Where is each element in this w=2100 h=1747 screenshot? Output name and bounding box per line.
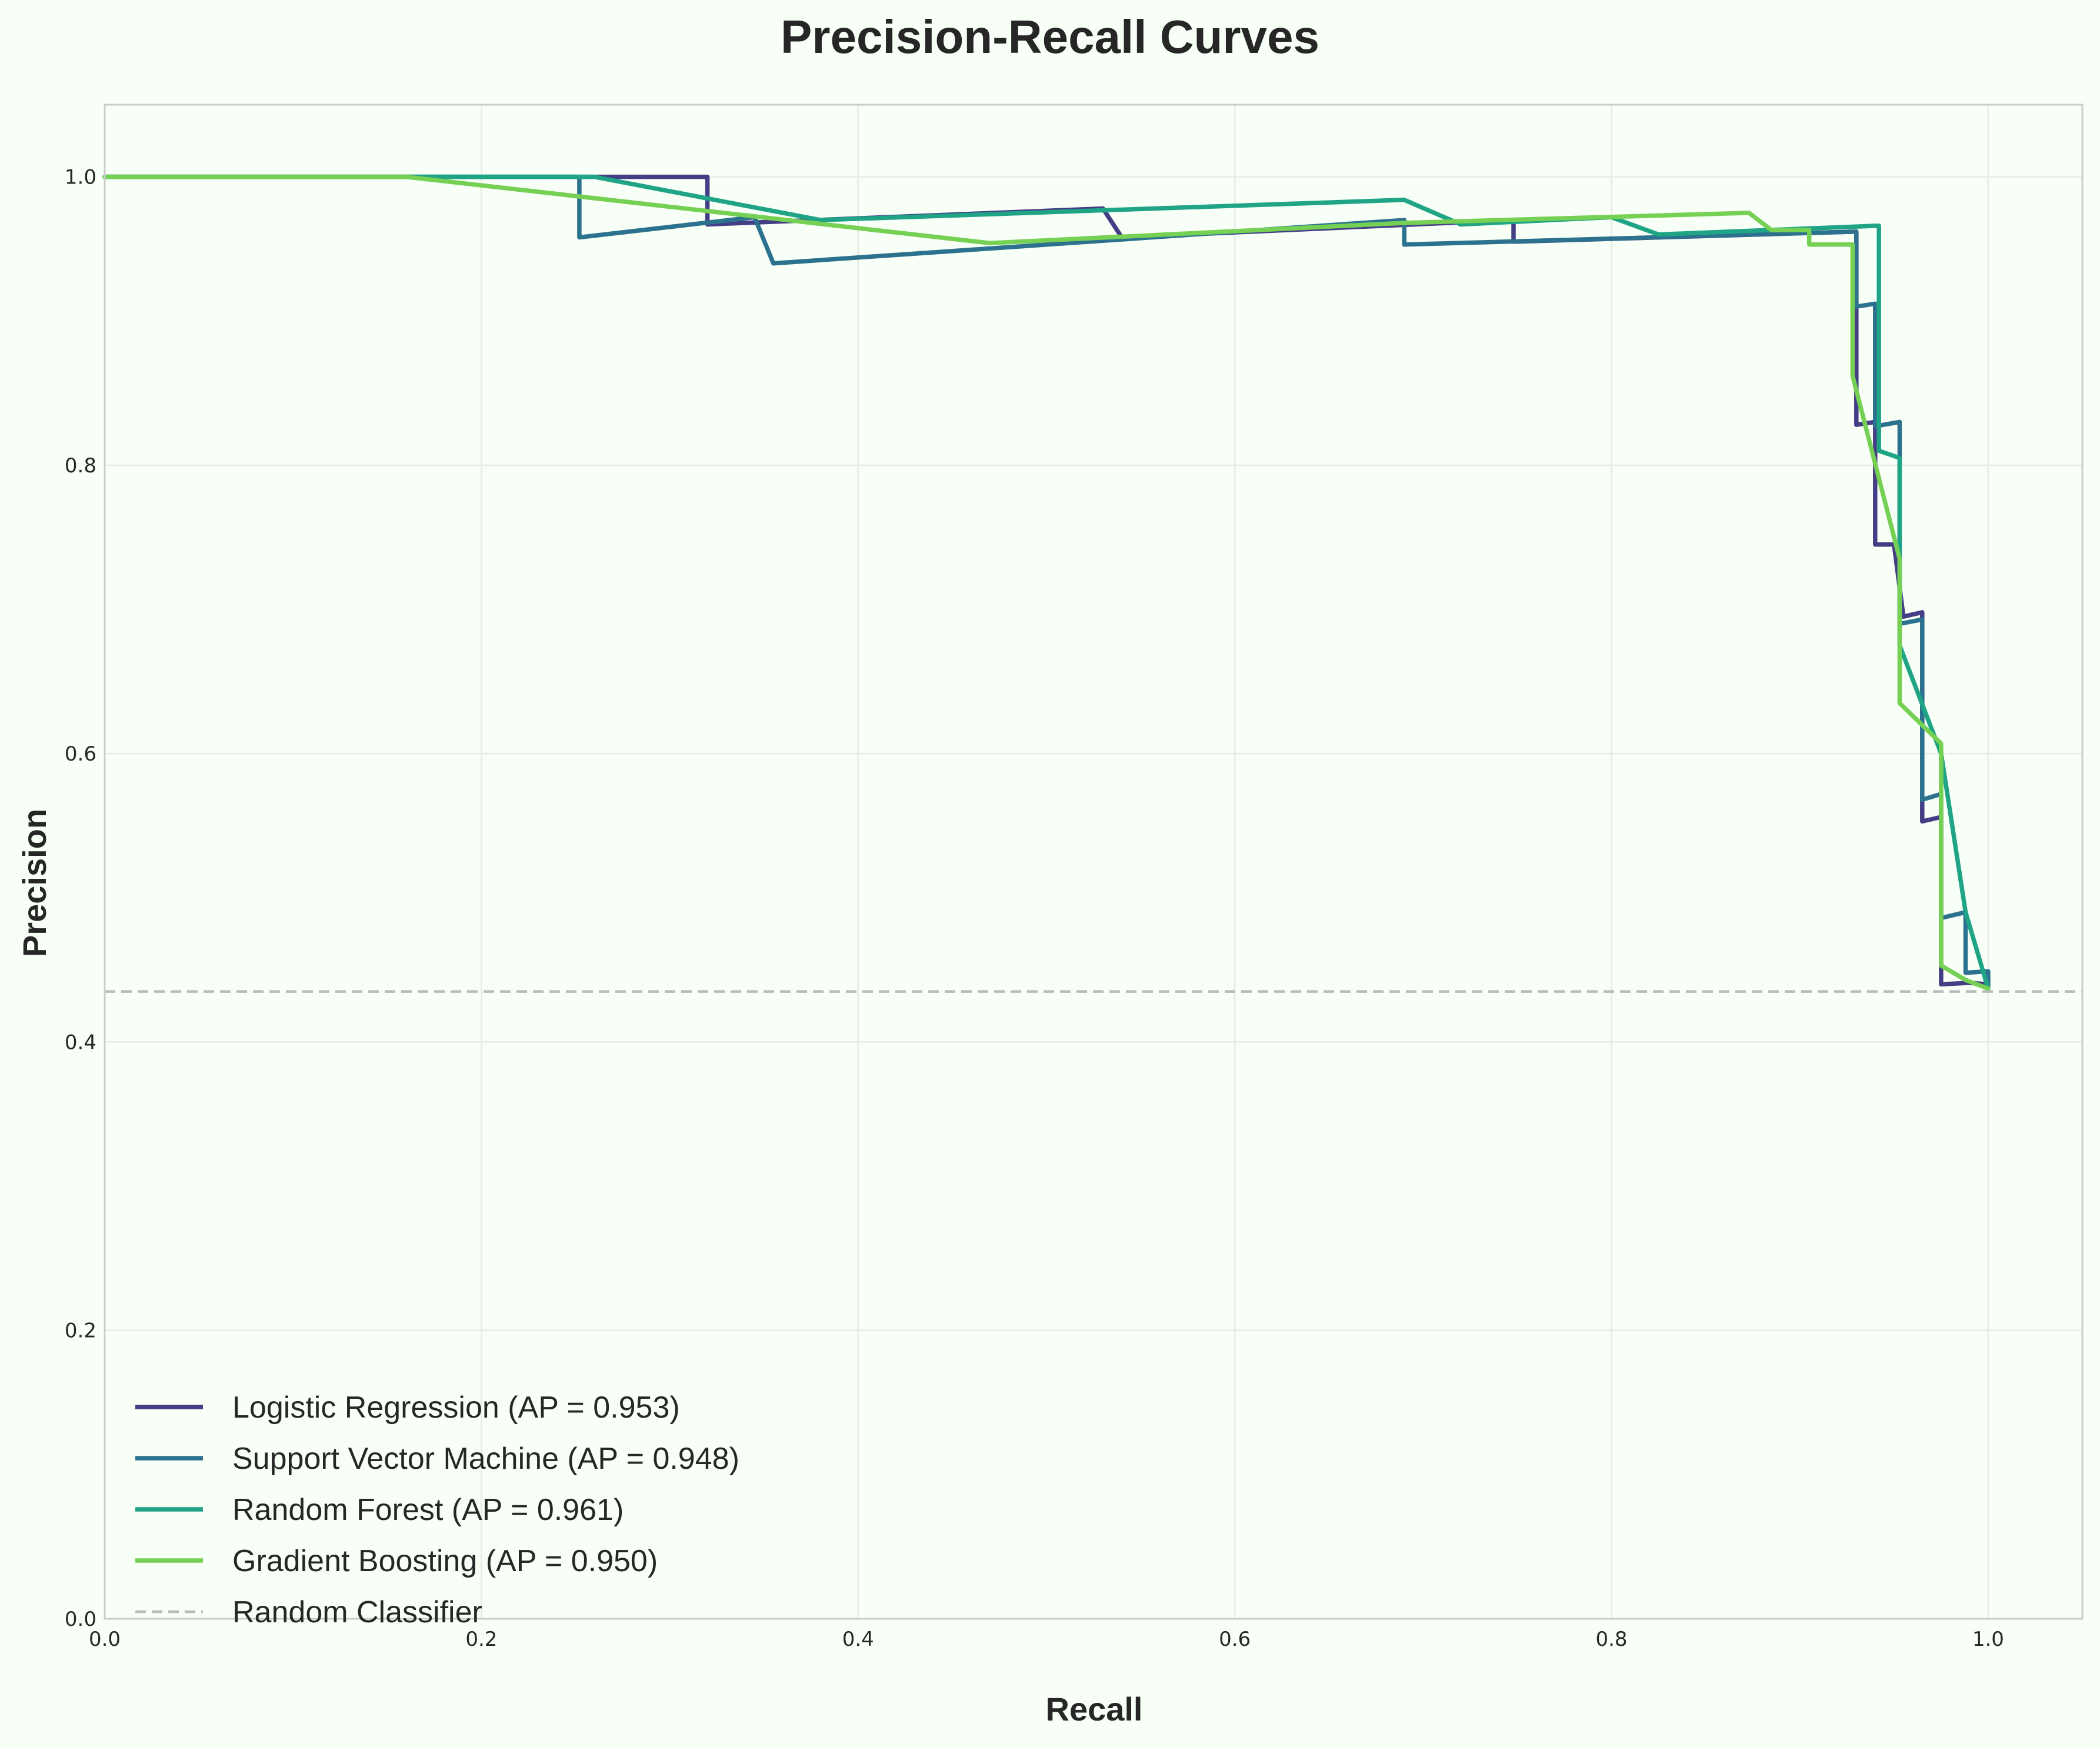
legend: Logistic Regression (AP = 0.953) Support … [135,1391,739,1629]
x-tick-label: 0.4 [842,1628,874,1651]
series-lines [102,174,1991,991]
plot-frame [104,104,2084,1620]
x-tick-label: 0.0 [89,1628,121,1651]
legend-label: Gradient Boosting (AP = 0.950) [232,1544,658,1578]
x-tick-label: 1.0 [1972,1628,2004,1651]
series-line-3 [102,174,1991,991]
tick-labels: 0.0 0.2 0.4 0.6 0.8 1.0 0.0 0.2 0.4 0.6 0.8 1.0 [65,166,2004,1651]
x-tick-label: 0.2 [465,1628,497,1651]
y-tick-label: 1.0 [65,166,96,189]
legend-label: Logistic Regression (AP = 0.953) [232,1391,680,1425]
x-axis-label: Recall [1046,1691,1143,1728]
y-tick-label: 0.4 [65,1031,96,1054]
legend-label: Random Forest (AP = 0.961) [232,1493,624,1527]
legend-label: Random Classifier [232,1595,482,1629]
series-line-2 [102,174,1991,991]
chart-title: Precision-Recall Curves [781,11,1319,63]
y-axis-label: Precision [16,809,53,957]
y-tick-label: 0.2 [65,1319,96,1343]
legend-label: Support Vector Machine (AP = 0.948) [232,1442,739,1476]
series-line-1 [102,174,1991,990]
x-tick-label: 0.8 [1595,1628,1627,1651]
x-tick-label: 0.6 [1219,1628,1251,1651]
y-tick-label: 0.6 [65,742,96,766]
y-tick-label: 0.8 [65,454,96,478]
y-tick-label: 0.0 [65,1608,96,1631]
